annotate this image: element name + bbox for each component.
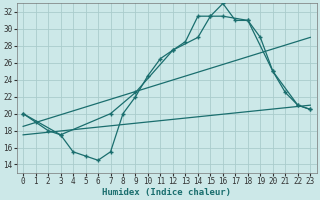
X-axis label: Humidex (Indice chaleur): Humidex (Indice chaleur)	[102, 188, 231, 197]
